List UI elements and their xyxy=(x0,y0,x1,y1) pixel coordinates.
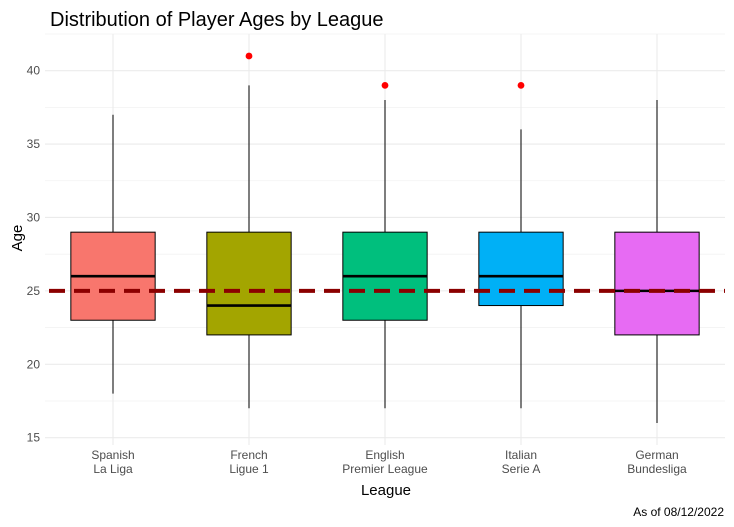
y-axis-ticks: 15 20 25 30 35 40 xyxy=(27,64,41,445)
y-axis-title: Age xyxy=(9,225,26,252)
x-tick-label: French Ligue 1 xyxy=(229,448,269,476)
outlier-point xyxy=(245,52,253,60)
box-spanish-la-liga xyxy=(70,114,156,394)
iqr-box xyxy=(614,231,700,336)
y-tick-label: 35 xyxy=(27,137,41,151)
x-tick-label: Italian Serie A xyxy=(502,448,541,476)
boxes xyxy=(70,52,700,423)
chart-title: Distribution of Player Ages by League xyxy=(50,9,384,31)
x-axis-ticks: Spanish La Liga French Ligue 1 English Premie… xyxy=(91,448,687,476)
x-tick-label: Spanish La Liga xyxy=(91,448,134,476)
box-english-premier-league xyxy=(342,81,428,409)
y-tick-label: 20 xyxy=(27,357,41,371)
outlier-point xyxy=(381,81,389,89)
box-german-bundesliga xyxy=(614,100,700,423)
iqr-box xyxy=(206,231,292,336)
y-tick-label: 25 xyxy=(27,284,41,298)
y-tick-label: 30 xyxy=(27,210,41,224)
x-axis-title: League xyxy=(361,482,411,499)
caption: As of 08/12/2022 xyxy=(633,505,724,519)
iqr-box xyxy=(478,231,564,307)
y-tick-label: 15 xyxy=(27,431,41,445)
box-italian-serie-a xyxy=(478,81,564,409)
box-french-ligue-1 xyxy=(206,52,292,409)
outlier-point xyxy=(517,81,525,89)
y-tick-label: 40 xyxy=(27,64,41,78)
x-tick-label: German Bundesliga xyxy=(627,448,687,476)
x-tick-label: English Premier League xyxy=(342,448,428,476)
